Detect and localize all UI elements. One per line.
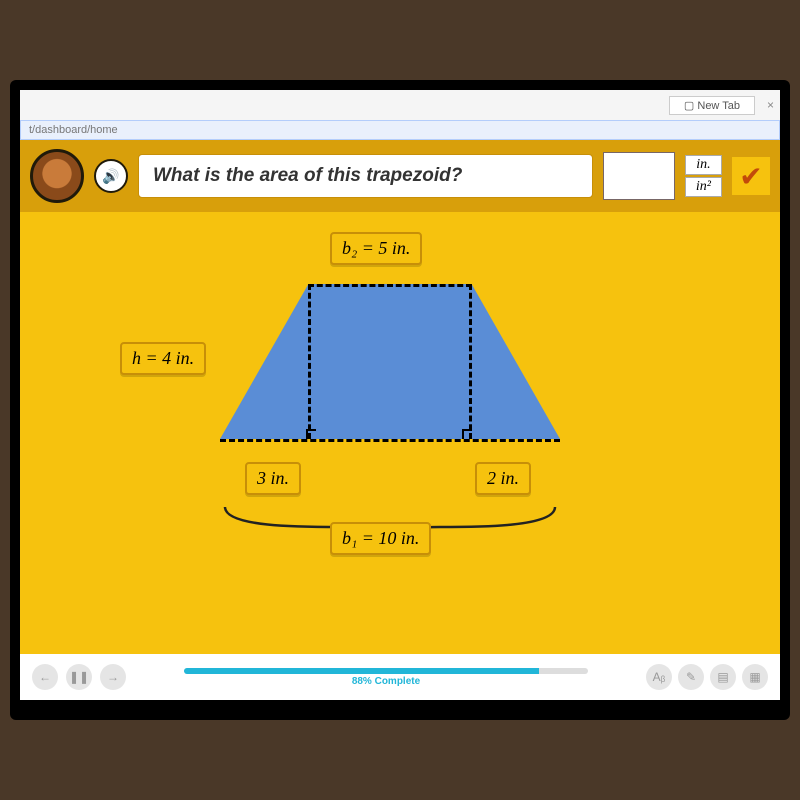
progress-bar [184,668,587,674]
back-button[interactable]: ← [32,664,58,690]
question-bar: 🔊 What is the area of this trapezoid? in… [20,140,780,212]
arrow-left-icon: ← [39,670,51,684]
url-bar[interactable]: t/dashboard/home [20,120,780,140]
unit-in2-button[interactable]: in² [685,177,722,197]
calculator-tool-button[interactable]: ▦ [742,664,768,690]
tab-close-button[interactable]: × [767,98,774,112]
progress-fill [184,668,539,674]
right-angle-mark-right [462,429,472,439]
pencil-icon: ✎ [686,670,696,684]
avatar [30,149,84,203]
forward-button[interactable]: → [100,664,126,690]
pause-icon: ❚❚ [69,670,89,684]
question-text: What is the area of this trapezoid? [138,154,593,198]
figure-canvas: b₂ = 5 in. h = 4 in. 3 in. 2 in. b₁ = 10… [20,212,780,654]
notes-icon: ▤ [717,670,728,684]
height-guides [308,284,472,439]
notes-tool-button[interactable]: ▤ [710,664,736,690]
text-tool-button[interactable]: Aᵦ [646,664,672,690]
text-icon: Aᵦ [653,670,666,684]
label-left-seg: 3 in. [245,462,301,495]
progress-label: 88% Complete [352,676,420,687]
label-b2: b₂ = 5 in. [330,232,422,265]
unit-in-button[interactable]: in. [685,155,722,175]
progress: 88% Complete [134,668,638,687]
calculator-icon: ▦ [749,670,760,684]
arrow-right-icon: → [107,670,119,684]
lesson-app: 🔊 What is the area of this trapezoid? in… [20,140,780,700]
pencil-tool-button[interactable]: ✎ [678,664,704,690]
label-h: h = 4 in. [120,342,206,375]
unit-selector: in. in² [685,155,722,197]
label-right-seg: 2 in. [475,462,531,495]
label-b1: b₁ = 10 in. [330,522,431,555]
new-tab-button[interactable]: ▢ New Tab [669,96,755,115]
monitor-frame: ▢ New Tab × t/dashboard/home 🔊 What is t… [10,80,790,720]
check-icon: ✔ [739,160,762,193]
speaker-icon: 🔊 [102,168,119,185]
answer-input[interactable] [603,152,675,200]
submit-check-button[interactable]: ✔ [732,157,770,195]
bottom-toolbar: ← ❚❚ → 88% Complete Aᵦ ✎ ▤ ▦ [20,654,780,700]
browser-tab-strip: ▢ New Tab × [20,90,780,120]
pause-button[interactable]: ❚❚ [66,664,92,690]
base-line [220,439,560,442]
right-angle-mark-left [306,429,316,439]
audio-button[interactable]: 🔊 [94,159,128,193]
